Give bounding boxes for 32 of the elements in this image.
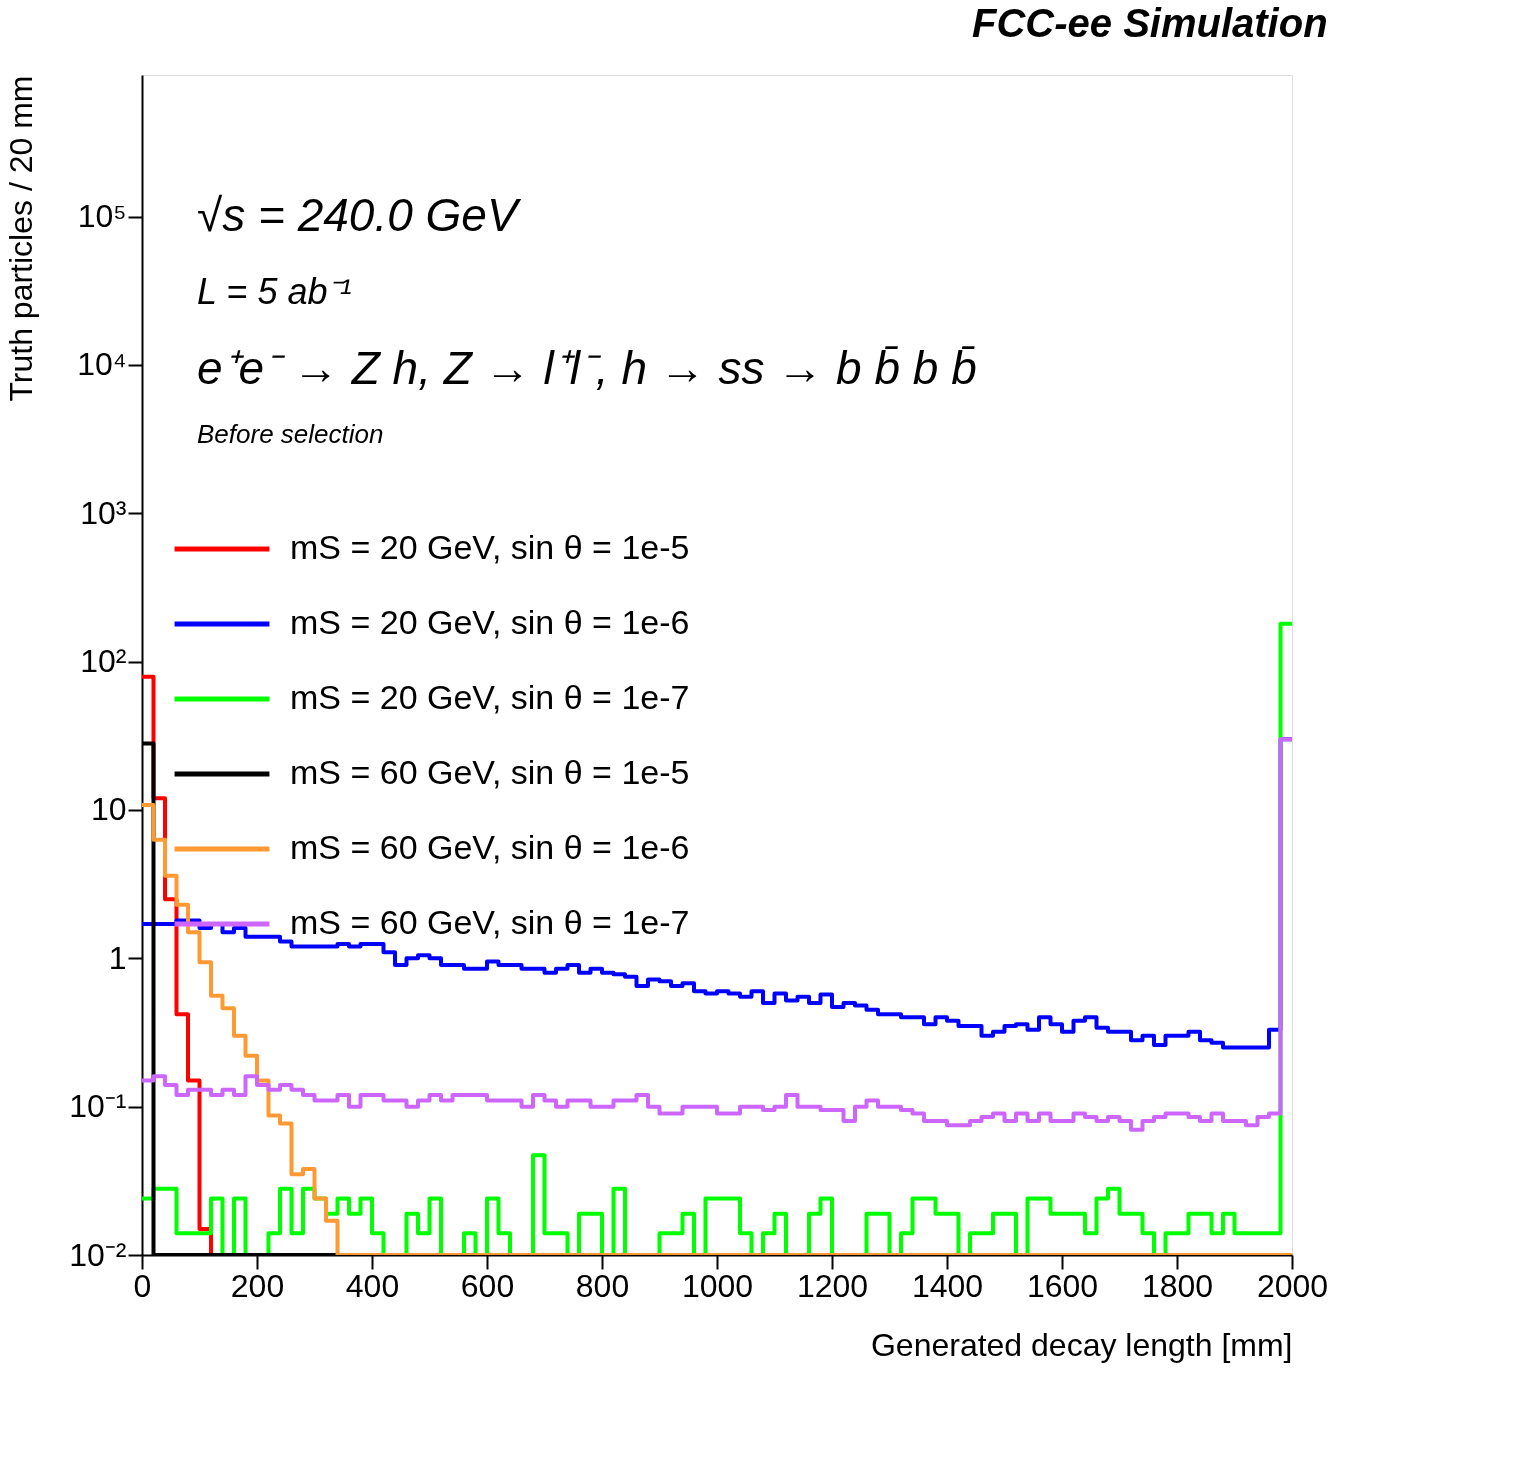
y-tick-label: 10³ [80,494,127,531]
annotation: √s = 240.0 GeV [197,188,522,241]
chart-title: FCC-ee Simulation [972,1,1328,45]
x-tick-label: 1200 [796,1267,869,1304]
y-tick-label: 1 [108,939,127,976]
legend-label: mS = 60 GeV, sin θ = 1e-5 [290,753,690,791]
x-tick-label: 1800 [1141,1267,1214,1304]
y-tick-label: 10⁻¹ [69,1088,127,1125]
legend-label: mS = 60 GeV, sin θ = 1e-6 [290,828,690,866]
x-tick-label: 400 [345,1267,400,1304]
annotation: Before selection [197,418,384,449]
legend-label: mS = 20 GeV, sin θ = 1e-7 [290,678,690,716]
x-tick-label: 0 [133,1267,152,1304]
x-tick-label: 2000 [1256,1267,1329,1304]
legend-label: mS = 60 GeV, sin θ = 1e-7 [290,903,690,941]
x-tick-label: 1600 [1026,1267,1099,1304]
y-tick-label: 10⁴ [77,346,127,383]
annotation: e⁺e⁻ → Z h, Z → l⁺l⁻, h → ss → b b̄ b b̄ [197,342,977,394]
y-tick-label: 10⁻² [69,1236,127,1273]
annotation: L = 5 ab⁻¹ [197,271,352,313]
x-tick-label: 800 [575,1267,630,1304]
x-tick-label: 600 [460,1267,515,1304]
x-axis-title: Generated decay length [mm] [870,1326,1293,1363]
x-tick-label: 200 [230,1267,285,1304]
legend-label: mS = 20 GeV, sin θ = 1e-6 [290,603,690,641]
y-tick-label: 10 [90,791,127,828]
y-tick-label: 10² [80,643,127,680]
x-tick-label: 1000 [681,1267,754,1304]
x-tick-label: 1400 [911,1267,984,1304]
y-tick-label: 10⁵ [77,198,127,235]
legend-label: mS = 20 GeV, sin θ = 1e-5 [290,528,690,566]
y-axis-title: Truth particles / 20 mm [3,75,40,402]
